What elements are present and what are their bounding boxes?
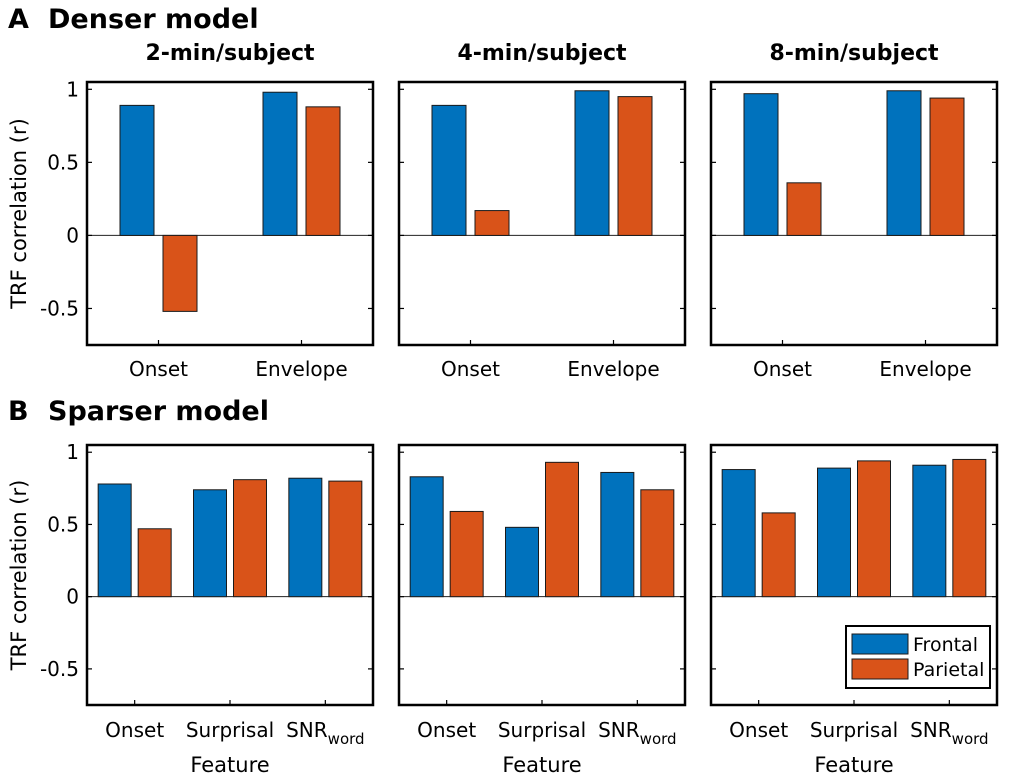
bar-frontal-surprisal	[817, 467, 851, 598]
xtick-label: Envelope	[567, 357, 659, 381]
bar-frontal-snr-word	[600, 471, 635, 598]
bar-parietal-onset	[162, 234, 198, 312]
bar-parietal-onset	[786, 182, 822, 236]
x-axis-label: Feature	[814, 753, 893, 777]
ytick-label: 0.5	[47, 150, 79, 174]
legend-swatch-parietal	[851, 658, 909, 680]
subplot-4: -0.5 0 0.5 1 Onset Surprisal SNRword TRF correl…	[7, 440, 375, 777]
subplot-1: 2-min/subject -0.5 0 0.5 1 Onset Envelope TRF c…	[7, 41, 375, 381]
x-axis-label: Feature	[190, 753, 269, 777]
subplot-title: 4-min/subject	[457, 41, 627, 66]
xtick-label: Surprisal	[186, 718, 274, 742]
panel-a-title: Denser model	[48, 4, 259, 35]
charts-group: 2-min/subject -0.5 0 0.5 1 Onset Envelope TRF c…	[7, 41, 999, 777]
xtick-label: Envelope	[879, 357, 971, 381]
axes-frame	[709, 80, 999, 347]
bar-parietal-snr-word	[328, 480, 363, 598]
panel-b-title: Sparser model	[48, 396, 269, 427]
bar-frontal-onset	[97, 483, 132, 598]
ytick-label: -0.5	[40, 296, 79, 320]
bar-frontal-surprisal	[193, 489, 227, 598]
axes-frame	[397, 80, 687, 347]
xtick-label: Onset	[417, 718, 476, 742]
bar-frontal-surprisal	[505, 526, 539, 598]
bar-parietal-snr-word	[640, 489, 675, 598]
subplot-title: 2-min/subject	[145, 41, 315, 66]
bar-parietal-onset	[474, 210, 510, 236]
legend-swatch-frontal	[851, 633, 909, 655]
xtick-label: SNRword	[598, 718, 676, 748]
ytick-label: 0	[66, 585, 79, 609]
bar-parietal-onset	[761, 512, 796, 598]
bar-frontal-envelope	[262, 91, 298, 236]
subplot-title: 8-min/subject	[769, 41, 939, 66]
bar-parietal-snr-word	[952, 458, 987, 598]
xtick-label: SNRword	[910, 718, 988, 748]
axes-frame	[85, 80, 375, 347]
bar-parietal-envelope	[617, 96, 653, 236]
xtick-label: Onset	[129, 357, 188, 381]
panel-b-letter: B	[8, 396, 29, 427]
xtick-label: Onset	[105, 718, 164, 742]
legend-label-frontal: Frontal	[913, 634, 978, 656]
ytick-label: -0.5	[40, 657, 79, 681]
bar-frontal-onset	[409, 476, 444, 598]
bar-frontal-snr-word	[288, 477, 323, 598]
legend: Frontal Parietal	[845, 625, 991, 689]
xtick-label: Surprisal	[810, 718, 898, 742]
legend-label-parietal: Parietal	[913, 659, 984, 681]
bar-frontal-envelope	[574, 90, 610, 236]
xtick-label: Onset	[753, 357, 812, 381]
x-axis-label: Feature	[502, 753, 581, 777]
bar-parietal-envelope	[929, 97, 965, 236]
ytick-label: 1	[66, 440, 79, 464]
subplot-2: 4-min/subject Onset Envelope	[397, 41, 687, 381]
ytick-label: 0	[66, 223, 79, 247]
bar-parietal-surprisal	[545, 461, 579, 598]
subplot-5: Onset Surprisal SNRword Feature	[397, 443, 687, 777]
ytick-label: 1	[66, 77, 79, 101]
bar-frontal-snr-word	[912, 464, 947, 598]
bar-frontal-onset	[721, 469, 756, 598]
y-axis-label: TRF correlation (r)	[7, 480, 31, 672]
bar-parietal-envelope	[305, 106, 341, 236]
xtick-label: Surprisal	[498, 718, 586, 742]
y-axis-label: TRF correlation (r)	[7, 118, 31, 310]
bar-frontal-envelope	[886, 90, 922, 236]
xtick-label: Envelope	[255, 357, 347, 381]
bar-parietal-onset	[449, 510, 484, 598]
panel-a-letter: A	[8, 4, 29, 35]
bar-parietal-surprisal	[857, 460, 891, 598]
bar-frontal-onset	[431, 104, 467, 236]
bar-parietal-onset	[137, 528, 172, 598]
bar-frontal-onset	[119, 104, 155, 236]
subplot-6: Onset Surprisal SNRword Feature Frontal Parie…	[709, 443, 999, 777]
subplot-3: 8-min/subject Onset Envelope	[709, 41, 999, 381]
ytick-label: 0.5	[47, 512, 79, 536]
xtick-label: SNRword	[286, 718, 364, 748]
bar-frontal-onset	[743, 93, 779, 236]
bar-parietal-surprisal	[233, 479, 267, 598]
xtick-label: Onset	[441, 357, 500, 381]
xtick-label: Onset	[729, 718, 788, 742]
